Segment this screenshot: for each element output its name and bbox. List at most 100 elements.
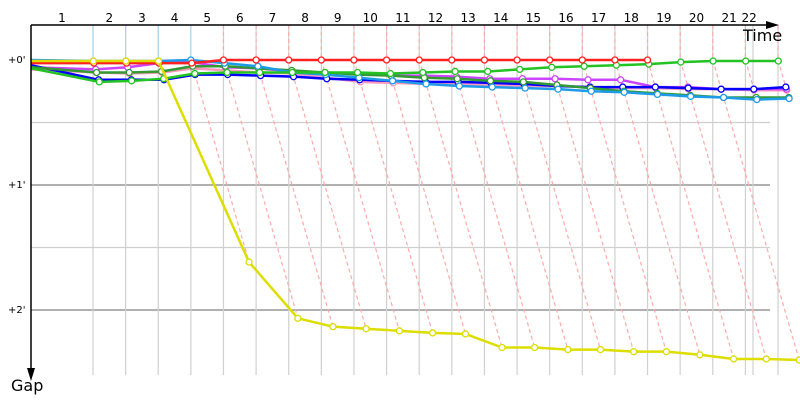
- x-tick-label: 4: [171, 11, 179, 25]
- y-tick-label: +1': [8, 180, 26, 191]
- data-point: [762, 355, 770, 363]
- lap-gap-connector: [614, 59, 701, 355]
- data-point: [89, 57, 97, 65]
- data-point: [795, 356, 800, 364]
- x-tick-label: 14: [493, 11, 508, 25]
- x-tick-label: 8: [301, 11, 309, 25]
- x-tick-label: 10: [363, 11, 378, 25]
- data-point: [125, 68, 133, 77]
- x-tick-label: 17: [591, 11, 606, 25]
- data-point: [317, 56, 325, 64]
- y-tick-label: +2': [8, 305, 26, 316]
- data-point: [630, 348, 638, 356]
- data-point: [245, 258, 253, 266]
- data-point: [388, 77, 397, 85]
- data-point: [620, 88, 628, 96]
- data-point: [521, 84, 529, 92]
- x-tick-label: 5: [203, 11, 211, 25]
- data-point: [717, 85, 725, 93]
- data-point: [362, 325, 370, 333]
- series-line: [31, 59, 800, 362]
- lap-gap-connector: [255, 59, 334, 327]
- data-point: [564, 345, 572, 354]
- lap-gap-connector: [451, 59, 536, 348]
- data-point: [750, 85, 758, 93]
- data-point: [488, 83, 496, 91]
- data-point: [596, 345, 605, 354]
- data-point: [519, 78, 528, 86]
- data-point: [188, 59, 196, 67]
- x-tick-label: 16: [558, 11, 573, 25]
- x-axis-label: Time: [742, 26, 782, 45]
- data-point: [92, 68, 101, 77]
- data-point: [350, 56, 358, 64]
- data-point: [729, 355, 738, 363]
- data-point: [653, 90, 662, 99]
- data-point: [584, 76, 592, 84]
- data-point: [516, 65, 524, 74]
- data-point: [219, 56, 228, 64]
- x-tick-label: 18: [624, 11, 639, 25]
- grid: [31, 25, 779, 375]
- data-point: [554, 85, 562, 93]
- data-point: [709, 57, 717, 65]
- lap-gap-connector: [320, 59, 400, 331]
- x-axis-arrow-icon: [766, 21, 779, 29]
- data-point: [453, 75, 461, 83]
- axes: Time Gap: [11, 21, 782, 395]
- data-point: [415, 56, 423, 64]
- data-point: [448, 56, 456, 64]
- lap-gap-connector: [549, 59, 635, 352]
- lap-gap-connector: [353, 59, 434, 334]
- lap-gap-connector: [712, 59, 800, 361]
- data-point: [662, 348, 670, 356]
- y-axis-label: Gap: [11, 376, 43, 395]
- data-point: [580, 62, 588, 70]
- x-tick-label: 9: [334, 11, 342, 25]
- x-tick-label: 7: [269, 11, 277, 25]
- data-point: [742, 57, 750, 65]
- x-tick-label: 6: [236, 11, 244, 25]
- data-point: [386, 69, 395, 78]
- data-point: [546, 56, 554, 64]
- data-point: [329, 323, 337, 331]
- x-tick-label: 1: [58, 11, 66, 25]
- x-tick-label: 3: [138, 11, 146, 25]
- data-point: [513, 56, 521, 64]
- series-layer: [30, 56, 800, 364]
- data-point: [252, 56, 260, 64]
- x-tick-label: 19: [656, 11, 671, 25]
- lap-gap-connector: [483, 59, 569, 350]
- data-point: [285, 56, 293, 64]
- lap-gap-connector: [646, 59, 735, 360]
- data-point: [587, 87, 595, 95]
- data-point: [530, 343, 539, 352]
- x-tick-label: 11: [395, 11, 410, 25]
- data-point: [455, 82, 463, 90]
- lap-gap-connector: [679, 59, 767, 360]
- x-tick-label: 22: [742, 11, 757, 25]
- data-point: [288, 68, 296, 77]
- data-point: [486, 77, 495, 85]
- data-point: [294, 314, 302, 322]
- data-point: [154, 57, 163, 65]
- data-point: [382, 56, 391, 64]
- data-point: [256, 68, 264, 77]
- data-point: [95, 78, 103, 86]
- data-point: [782, 83, 790, 91]
- data-point: [451, 67, 459, 76]
- lap-gap-connector: [222, 59, 299, 319]
- x-tick-label: 12: [428, 11, 443, 25]
- data-point: [353, 68, 362, 77]
- data-point: [578, 56, 586, 64]
- lap-gap-connector: [581, 59, 667, 352]
- data-point: [651, 83, 659, 91]
- data-point: [254, 62, 262, 70]
- data-point: [422, 80, 430, 88]
- x-tick-label: 13: [460, 11, 475, 25]
- data-point: [498, 343, 506, 352]
- data-point: [616, 76, 625, 84]
- data-point: [611, 56, 619, 64]
- data-point: [548, 63, 556, 71]
